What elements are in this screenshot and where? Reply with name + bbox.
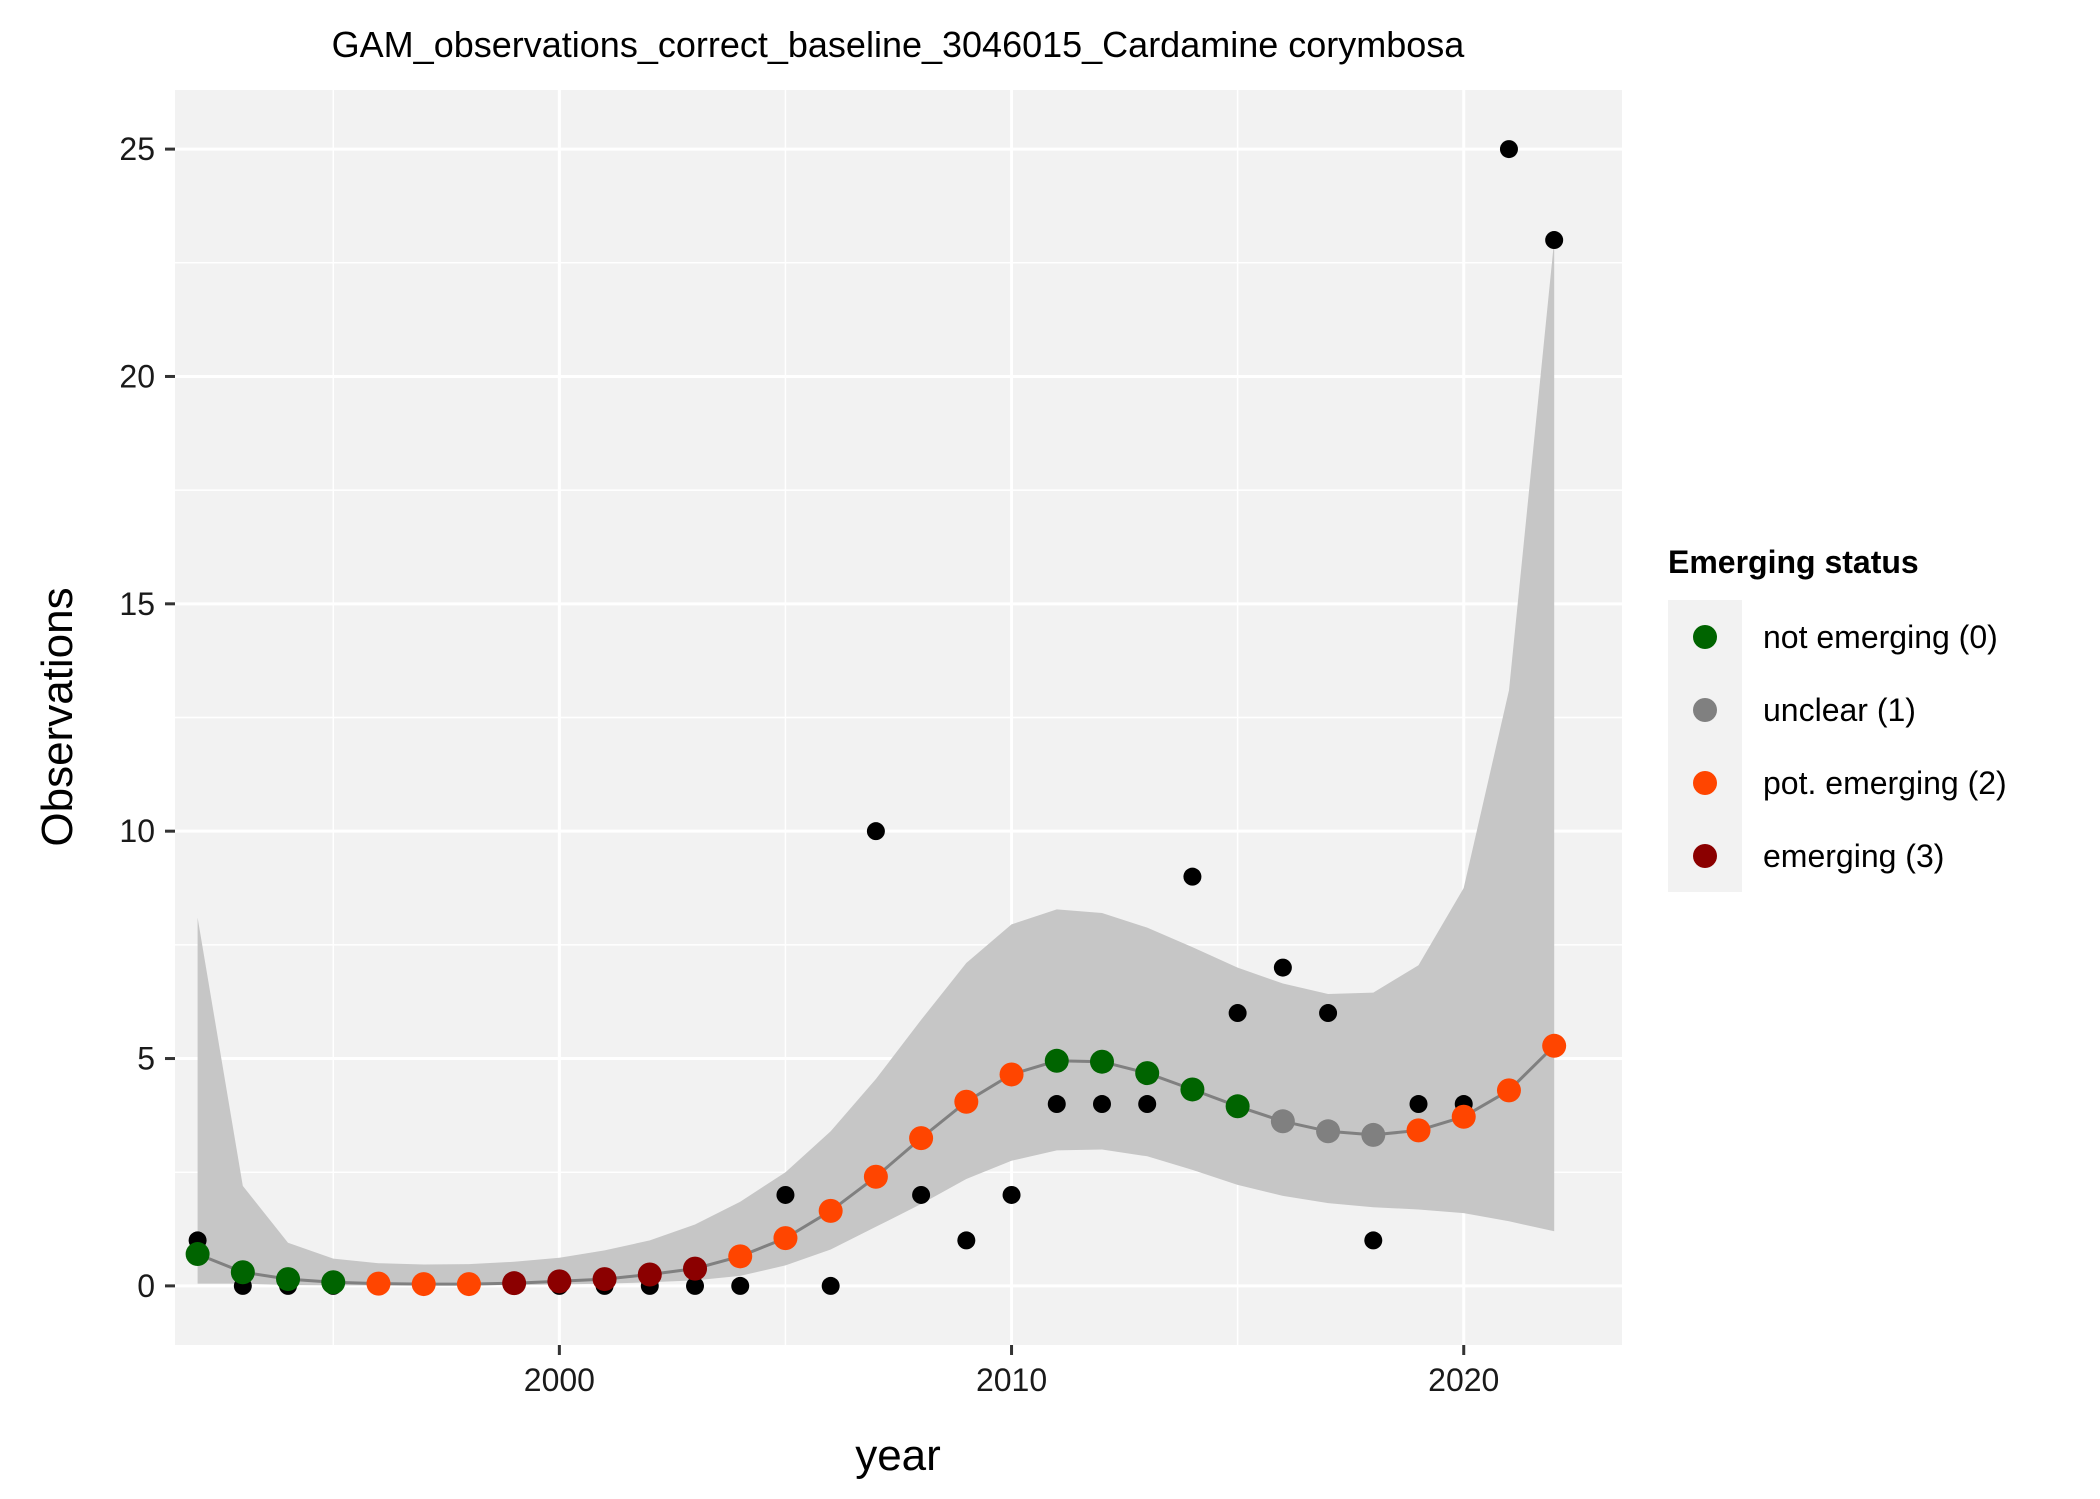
fitted-point [773, 1226, 798, 1251]
confidence-band-area [197, 240, 1555, 1286]
fitted-point [411, 1272, 436, 1297]
observed-point [1092, 1095, 1111, 1114]
y-tick-label: 15 [119, 586, 155, 622]
y-tick-label: 5 [137, 1041, 155, 1077]
fitted-point [366, 1271, 391, 1296]
legend-key-dot [1693, 844, 1717, 868]
fitted-point [1542, 1033, 1567, 1058]
fitted-point [863, 1164, 888, 1189]
fitted-point [999, 1062, 1024, 1087]
x-tick-label: 2000 [524, 1362, 595, 1398]
fitted-point [502, 1271, 527, 1296]
observed-point [957, 1231, 976, 1250]
x-tick-label: 2020 [1428, 1362, 1499, 1398]
fitted-point [185, 1242, 210, 1267]
fitted-point [728, 1244, 753, 1269]
y-tick-label: 25 [119, 131, 155, 167]
legend-entry-label: not emerging (0) [1763, 619, 1998, 655]
fitted-point [1135, 1061, 1160, 1086]
fitted-point [818, 1198, 843, 1223]
y-axis-title: Observations [33, 587, 82, 846]
y-tick-label: 10 [119, 813, 155, 849]
legend: Emerging status not emerging (0) unclear … [1668, 544, 2007, 892]
observed-point [1138, 1095, 1157, 1114]
fitted-point [637, 1262, 662, 1287]
fitted-point [1270, 1109, 1295, 1134]
observed-point [1545, 231, 1564, 250]
observed-point [1364, 1231, 1383, 1250]
fitted-point [230, 1260, 255, 1285]
minor-gridlines [175, 90, 1622, 1345]
observed-point [821, 1276, 840, 1295]
fitted-point [1361, 1122, 1386, 1147]
legend-key-dot [1693, 625, 1717, 649]
observed-point [1499, 140, 1518, 159]
observed-point [1319, 1004, 1338, 1023]
x-axis-title: year [855, 1431, 941, 1480]
observed-point [1409, 1095, 1428, 1114]
fitted-point [954, 1089, 979, 1114]
observed-point [912, 1185, 931, 1204]
x-axis: 2000 2010 2020 [524, 1345, 1499, 1398]
fitted-point [683, 1256, 708, 1281]
fitted-point [1089, 1049, 1114, 1074]
observed-point [1002, 1185, 1021, 1204]
fitted-point [1225, 1094, 1250, 1119]
y-axis: 0 5 10 15 20 25 [119, 131, 175, 1304]
fitted-point [456, 1272, 481, 1297]
observed-point [776, 1185, 795, 1204]
observed-point [731, 1276, 750, 1295]
y-tick-label: 0 [137, 1268, 155, 1304]
fitted-point [547, 1269, 572, 1294]
fitted-point [276, 1267, 301, 1292]
confidence-band [197, 240, 1555, 1286]
legend-entry-label: pot. emerging (2) [1763, 765, 2007, 801]
legend-entry-label: emerging (3) [1763, 838, 1944, 874]
legend-key-dot [1693, 771, 1717, 795]
x-tick-label: 2010 [976, 1362, 1047, 1398]
observed-point [686, 1276, 705, 1295]
fitted-point [592, 1267, 617, 1292]
fitted-point [1316, 1119, 1341, 1144]
legend-title: Emerging status [1668, 544, 1919, 580]
fitted-point [321, 1270, 346, 1295]
observed-point [1228, 1004, 1247, 1023]
observed-point [866, 822, 885, 841]
fitted-point [909, 1126, 934, 1151]
chart-title: GAM_observations_correct_baseline_304601… [332, 24, 1466, 65]
fitted-point [1406, 1118, 1431, 1143]
observed-point [1047, 1095, 1066, 1114]
fitted-point [1451, 1104, 1476, 1129]
fitted-point [1180, 1077, 1205, 1102]
fitted-point [1496, 1078, 1521, 1103]
observed-point [1273, 958, 1292, 977]
fitted-point [1044, 1048, 1069, 1073]
fitted-status-points [185, 1033, 1567, 1297]
y-tick-label: 20 [119, 358, 155, 394]
observed-point [1183, 867, 1202, 886]
legend-key-dot [1693, 698, 1717, 722]
legend-entry-label: unclear (1) [1763, 692, 1916, 728]
